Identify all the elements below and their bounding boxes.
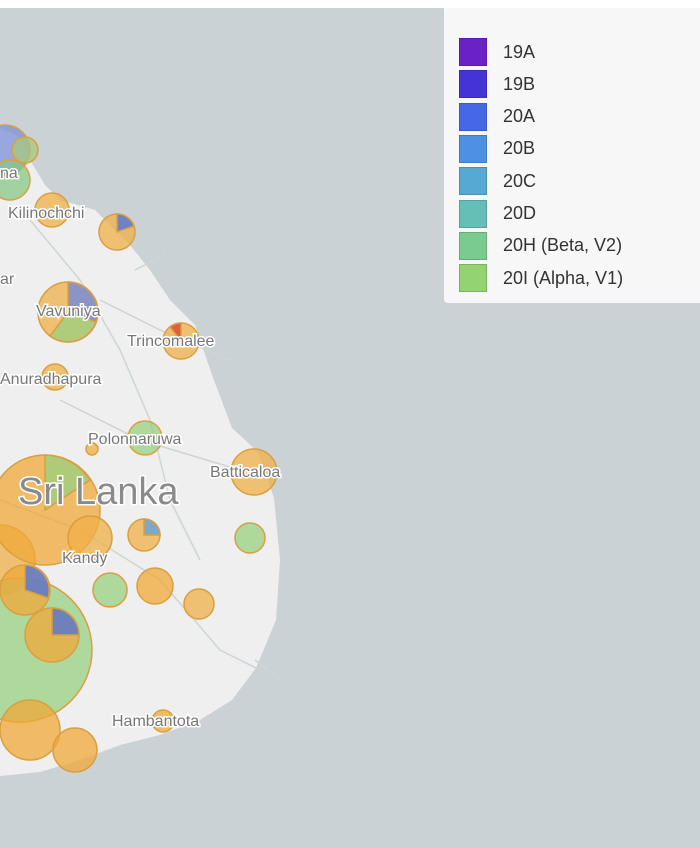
legend-item[interactable]: 20H (Beta, V2) [459,231,623,260]
legend-swatch [459,167,487,196]
top-strip [0,0,700,8]
legend-label: 20D [503,203,537,223]
legend-swatch [459,231,487,260]
place-label: na [0,165,18,182]
legend-swatch [459,199,487,228]
legend-item[interactable]: 20D [459,199,537,228]
legend-label: 20A [503,106,536,127]
legend-swatch [459,38,487,66]
legend-label: 20H (Beta, V2) [503,235,623,256]
legend-item[interactable]: 20C [459,167,537,196]
place-label: Anuradhapura [0,371,102,388]
place-label: Kandy [62,550,107,567]
legend-label: 19B [503,73,536,94]
legend-swatch [459,134,487,163]
place-label: Kilinochchi [8,205,84,222]
place-label: Polonnaruwa [88,431,182,448]
legend-swatch [459,102,487,131]
legend-item[interactable]: 20A [459,102,536,131]
legend-swatch [459,70,487,99]
place-label: Vavuniya [36,303,101,320]
country-label: Sri Lanka [18,471,179,513]
legend-item[interactable]: 20I (Alpha, V1) [459,264,624,293]
legend-label: 20I (Alpha, V1) [503,267,624,288]
legend-item[interactable]: 19A [459,38,535,66]
legend: 19A 19B 20A 20B 20C 20D 20H (Beta, V2) 20I (Alp… [444,8,700,303]
legend-swatch [459,264,487,293]
place-label: Hambantota [112,713,199,730]
place-label: ar [0,271,15,288]
pie-markers [0,124,278,773]
place-label: Batticaloa [210,464,280,481]
legend-label: 20C [503,170,537,191]
legend-label: 20B [503,138,536,159]
place-label: Trincomalee [127,333,215,350]
legend-item[interactable]: 19B [459,70,536,99]
legend-label: 19A [503,41,536,62]
legend-item[interactable]: 20B [459,134,536,163]
